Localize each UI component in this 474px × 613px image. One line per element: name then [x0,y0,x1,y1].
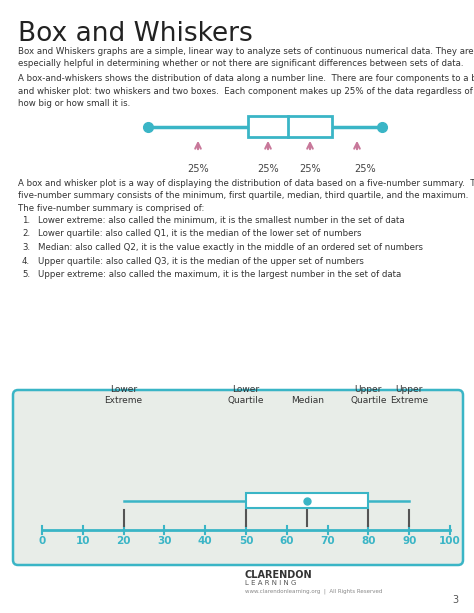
Text: 70: 70 [320,536,335,546]
Text: 50: 50 [239,536,253,546]
Bar [246,493,368,508]
Text: Lower extreme: also called the minimum, it is the smallest number in the set of : Lower extreme: also called the minimum, … [38,216,405,225]
Text: Upper quartile: also called Q3, it is the median of the upper set of numbers: Upper quartile: also called Q3, it is th… [38,256,364,265]
Text: 10: 10 [75,536,90,546]
Text: 90: 90 [402,536,416,546]
Text: Upper extreme: also called the maximum, it is the largest number in the set of d: Upper extreme: also called the maximum, … [38,270,401,279]
Text: Median: Median [291,396,324,405]
Text: A box and whisker plot is a way of displaying the distribution of data based on : A box and whisker plot is a way of displ… [18,179,474,200]
Text: 4.: 4. [22,256,30,265]
Text: 3: 3 [452,595,458,605]
Text: 1.: 1. [22,216,30,225]
Text: A box-and-whiskers shows the distribution of data along a number line.  There ar: A box-and-whiskers shows the distributio… [18,74,474,108]
Text: Lower
Extreme: Lower Extreme [105,385,143,405]
Text: 25%: 25% [257,164,279,174]
Text: Upper
Quartile: Upper Quartile [350,385,387,405]
Bar [248,116,332,137]
Text: Lower
Quartile: Lower Quartile [228,385,264,405]
Text: 2.: 2. [22,229,30,238]
Text: L E A R N I N G: L E A R N I N G [245,580,296,586]
FancyBboxPatch shape [13,390,463,565]
Text: 80: 80 [361,536,376,546]
Text: 5.: 5. [22,270,30,279]
Text: CLARENDON: CLARENDON [245,570,313,580]
Text: www.clarendonlearning.org  |  All Rights Reserved: www.clarendonlearning.org | All Rights R… [245,588,383,594]
Text: 25%: 25% [354,164,376,174]
Text: 40: 40 [198,536,212,546]
Text: Median: also called Q2, it is the value exactly in the middle of an ordered set : Median: also called Q2, it is the value … [38,243,423,252]
Text: Lower quartile: also called Q1, it is the median of the lower set of numbers: Lower quartile: also called Q1, it is th… [38,229,362,238]
Text: 60: 60 [280,536,294,546]
Text: 30: 30 [157,536,172,546]
Text: The five-number summary is comprised of:: The five-number summary is comprised of: [18,204,204,213]
Text: 0: 0 [38,536,46,546]
Text: 25%: 25% [299,164,321,174]
Text: Upper
Extreme: Upper Extreme [390,385,428,405]
Text: 20: 20 [116,536,131,546]
Text: Box and Whiskers: Box and Whiskers [18,21,253,47]
Text: 25%: 25% [187,164,209,174]
Text: 3.: 3. [22,243,30,252]
Text: 100: 100 [439,536,461,546]
Text: Box and Whiskers graphs are a simple, linear way to analyze sets of continuous n: Box and Whiskers graphs are a simple, li… [18,47,474,69]
